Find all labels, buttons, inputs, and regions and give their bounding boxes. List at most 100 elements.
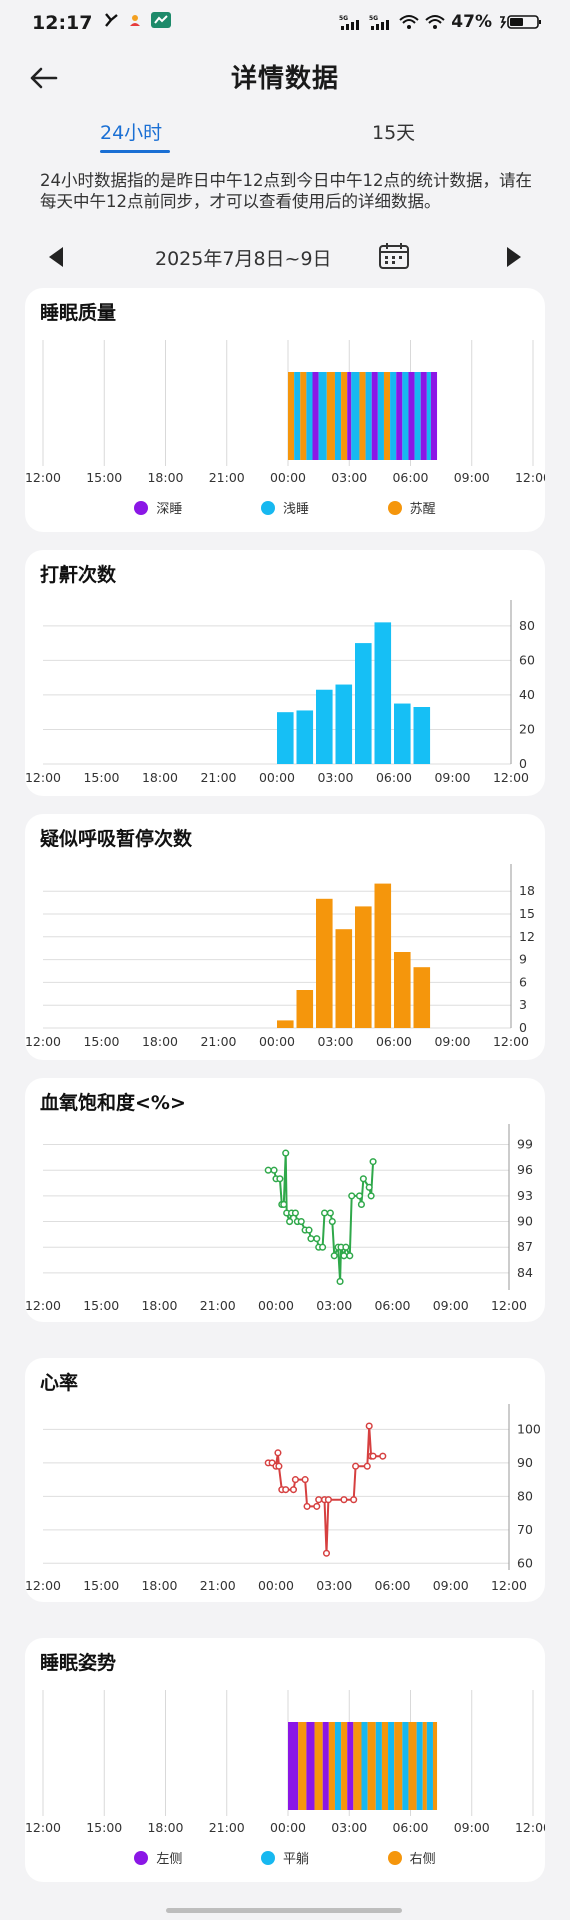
data-point <box>280 1200 288 1208</box>
segment-left_side <box>288 1722 299 1810</box>
segment-flat <box>334 1722 342 1810</box>
y-tick-label: 90 <box>517 1455 533 1470</box>
header: 详情数据 <box>0 52 570 104</box>
wifi-icon-2 <box>425 15 445 29</box>
spo2-chart: 84 87 90 93 96 99 12:00 15:00 18:00 21:00 00:00 03:… <box>25 1124 533 1313</box>
data-point <box>369 1452 377 1460</box>
data-point <box>276 1175 284 1183</box>
spo2-card: 血氧饱和度<%> 84 87 90 93 96 99 12:00 15:00 18:00 21:0… <box>25 1078 545 1322</box>
date-navigator: 2025年7月8日~9日 <box>0 240 570 276</box>
sleep-posture-card: 睡眠姿势 12:00 15:00 18:00 21:00 00:00 03:00 06:00… <box>25 1638 545 1882</box>
battery-icon <box>500 15 541 29</box>
legend-dot-awake <box>387 500 402 515</box>
bar <box>335 684 353 764</box>
x-tick-label: 00:00 <box>270 470 306 485</box>
segment-light <box>426 372 431 460</box>
data-point <box>379 1452 387 1460</box>
svg-text:5G: 5G <box>369 15 378 22</box>
sleep-posture-title: 睡眠姿势 <box>40 1652 117 1674</box>
snore-chart: 0 20 40 60 80 12:00 15:00 18:00 21:00 00:00 03:00 0… <box>25 600 535 785</box>
x-tick-label: 09:00 <box>433 1298 469 1313</box>
segment-right_side <box>422 1722 427 1810</box>
legend-right-side: 右侧 <box>387 1848 436 1867</box>
x-tick-label: 00:00 <box>270 1820 306 1835</box>
x-tick-label: 06:00 <box>376 770 412 785</box>
next-date-icon[interactable] <box>506 246 522 268</box>
segment-right_side <box>328 1722 335 1810</box>
x-tick-label: 18:00 <box>142 1034 178 1049</box>
data-point <box>369 1158 377 1166</box>
legend-label-awake: 苏醒 <box>409 502 436 517</box>
legend-label-right: 右侧 <box>409 1852 436 1867</box>
segment-left_side <box>306 1722 315 1810</box>
bar <box>413 707 431 764</box>
legend-label-light: 浅睡 <box>282 502 309 517</box>
tab-24h[interactable]: 24小时 <box>100 122 163 144</box>
data-point <box>365 1183 373 1191</box>
tab-15d[interactable]: 15天 <box>372 122 416 144</box>
segment-deep <box>371 372 378 460</box>
segment-left_side <box>347 1722 354 1810</box>
data-point <box>313 1502 321 1510</box>
segment-light <box>402 372 409 460</box>
data-point <box>275 1462 283 1470</box>
signal-icon-2: 5G <box>369 15 390 30</box>
segment-right_side <box>314 1722 323 1810</box>
data-point <box>326 1209 334 1217</box>
notice-text: 24小时数据指的是昨日中午12点到今日中午12点的统计数据，请在每天中午12点前… <box>40 171 532 211</box>
heart-rate-title: 心率 <box>40 1372 79 1394</box>
legend-dot-left <box>134 1850 149 1865</box>
data-point <box>363 1462 371 1470</box>
calendar-icon[interactable] <box>378 242 410 270</box>
back-arrow-icon[interactable] <box>26 60 62 96</box>
data-point <box>346 1252 354 1260</box>
legend-dot-light <box>260 500 275 515</box>
y-tick-label: 99 <box>517 1137 533 1152</box>
data-point <box>342 1243 350 1251</box>
bar <box>394 952 411 1028</box>
x-tick-label: 06:00 <box>374 1298 410 1313</box>
y-tick-label: 93 <box>517 1188 533 1203</box>
signal-icon: 5G <box>339 15 360 30</box>
y-tick-label: 84 <box>517 1265 533 1280</box>
x-tick-label: 12:00 <box>25 770 61 785</box>
segment-flat <box>375 1722 382 1810</box>
notification-icons <box>103 12 171 28</box>
legend-label-flat: 平躺 <box>282 1852 309 1867</box>
segment-awake <box>300 372 307 460</box>
segment-deep <box>347 372 352 460</box>
segment-deep <box>430 372 438 460</box>
data-point <box>286 1218 294 1226</box>
data-point <box>315 1496 323 1504</box>
data-point <box>348 1192 356 1200</box>
data-point <box>350 1496 358 1504</box>
sleep-quality-title: 睡眠质量 <box>40 302 117 324</box>
data-point <box>322 1549 331 1557</box>
x-tick-label: 18:00 <box>141 1298 177 1313</box>
legend-label-deep: 深睡 <box>156 502 183 517</box>
segment-flat <box>361 1722 368 1810</box>
x-tick-label: 03:00 <box>316 1298 352 1313</box>
x-tick-label: 09:00 <box>434 1034 470 1049</box>
y-tick-label: 96 <box>517 1162 533 1177</box>
prev-date-icon[interactable] <box>48 246 64 268</box>
y-tick-label: 87 <box>517 1239 533 1254</box>
x-tick-label: 12:00 <box>491 1298 527 1313</box>
x-tick-label: 15:00 <box>83 1578 119 1593</box>
bar <box>394 703 411 764</box>
y-tick-label: 3 <box>519 997 527 1012</box>
data-point <box>270 1166 278 1174</box>
segment-light <box>365 372 372 460</box>
home-indicator[interactable] <box>166 1908 402 1913</box>
x-tick-label: 12:00 <box>515 470 545 485</box>
apnea-chart: 0 3 6 9 12 15 18 12:00 15:00 18:00 21:00 00:00 03:00… <box>25 864 535 1049</box>
segment-light <box>377 372 384 460</box>
data-point <box>320 1209 329 1217</box>
system-indicators: 5G 5G 47% <box>339 12 542 32</box>
bar <box>316 689 333 764</box>
y-tick-label: 18 <box>519 883 535 898</box>
y-tick-label: 20 <box>519 721 535 736</box>
data-point <box>313 1235 321 1243</box>
battery-percent: 47% <box>451 12 492 32</box>
x-tick-label: 21:00 <box>209 1820 245 1835</box>
